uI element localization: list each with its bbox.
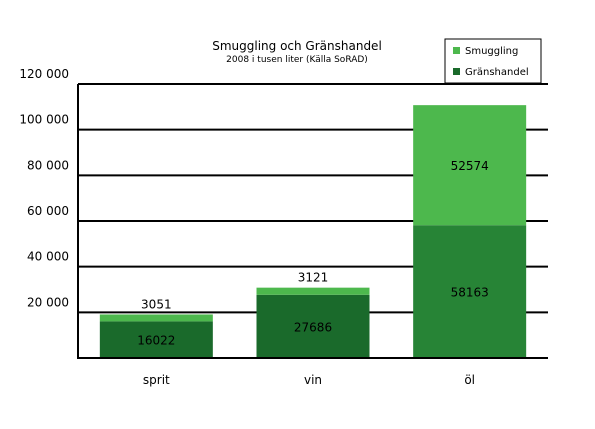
bar-smuggling-2 <box>413 105 527 226</box>
bar-smuggling-0 <box>99 314 213 322</box>
chart-title: Smuggling och Gränshandel <box>212 39 382 53</box>
legend-swatch <box>453 47 460 54</box>
bars: 16022 3051 27686 3121 58163 52574 <box>99 105 527 358</box>
y-tick-label: 80 000 <box>27 158 69 172</box>
y-tick-label: 100 000 <box>19 113 69 127</box>
data-label: 58163 <box>451 286 489 300</box>
legend: Smuggling Gränshandel <box>444 38 542 84</box>
x-tick-label: sprit <box>143 373 170 387</box>
data-label: 3121 <box>298 271 329 285</box>
y-tick-label: 60 000 <box>27 204 69 218</box>
y-tick-label: 120 000 <box>19 67 69 81</box>
legend-label: Smuggling <box>465 46 518 57</box>
chart-subtitle: 2008 i tusen liter (Källa SoRAD) <box>226 55 368 65</box>
bar-smuggling-1 <box>256 287 370 295</box>
data-label: 3051 <box>141 297 172 311</box>
x-tick-label: öl <box>464 373 475 387</box>
bar-gr-nshandel-2 <box>413 225 527 358</box>
x-tick-label: vin <box>304 373 322 387</box>
data-label: 52574 <box>451 159 489 173</box>
bar-gr-nshandel-0 <box>99 321 213 358</box>
legend-box <box>444 38 542 84</box>
y-tick-label: 40 000 <box>27 250 69 264</box>
legend-swatch <box>453 68 460 75</box>
data-label: 16022 <box>137 334 175 348</box>
data-label: 27686 <box>294 320 332 334</box>
axes: 20 000 40 000 60 000 80 000 100 000 120 000 sp… <box>19 67 548 387</box>
bar-gr-nshandel-1 <box>256 294 370 358</box>
y-tick-label: 20 000 <box>27 295 69 309</box>
legend-label: Gränshandel <box>465 67 529 78</box>
